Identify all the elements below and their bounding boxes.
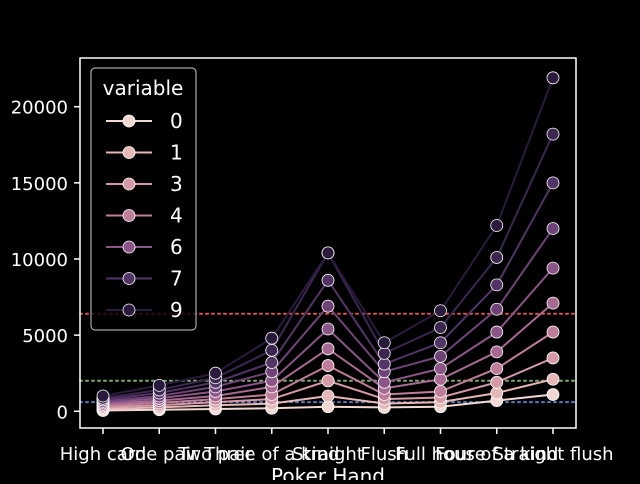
y-tick-label: 10000 — [11, 250, 68, 271]
legend-marker — [122, 177, 136, 191]
legend-label: 4 — [170, 204, 183, 228]
x-tick-label: Two pair — [177, 444, 253, 465]
data-point-s7-5 — [377, 357, 391, 371]
data-point-s1-7 — [490, 386, 504, 400]
data-point-s9-6 — [434, 304, 447, 318]
data-point-s7-8 — [546, 176, 560, 190]
legend-marker — [122, 240, 136, 254]
data-point-s1-8 — [546, 372, 560, 386]
data-point-s9-0 — [96, 389, 110, 403]
data-point-s2-8 — [546, 351, 560, 365]
data-point-s5-4 — [321, 322, 335, 336]
data-point-s3-4 — [321, 359, 335, 372]
data-point-s5-7 — [490, 325, 504, 339]
legend-marker — [122, 209, 136, 222]
legend-label: 3 — [170, 172, 183, 196]
legend-label: 6 — [170, 235, 183, 259]
x-tick-label: High card — [60, 444, 147, 465]
data-point-s8-8 — [546, 127, 560, 141]
data-point-s2-7 — [490, 375, 504, 389]
legend-label: 9 — [170, 298, 183, 322]
legend-marker — [122, 303, 136, 317]
data-point-s3-7 — [490, 362, 504, 376]
data-point-s4-7 — [490, 345, 504, 359]
data-point-s6-8 — [546, 222, 560, 235]
legend-marker — [122, 114, 136, 128]
data-point-s3-6 — [434, 385, 447, 398]
data-point-s0-4 — [321, 400, 335, 414]
y-axis: 0 5000 10000 15000 20000 — [11, 98, 80, 423]
x-tick-label: Full house — [395, 444, 486, 465]
data-point-s7-4 — [321, 273, 335, 287]
x-tick-label: Three of a kind — [203, 444, 339, 465]
data-point-s5-8 — [546, 261, 560, 275]
data-point-s8-6 — [434, 321, 447, 334]
data-point-s1-4 — [321, 389, 335, 403]
x-tick-label: One pair — [121, 444, 199, 465]
legend-marker — [122, 272, 136, 285]
data-point-s4-4 — [321, 342, 335, 356]
y-tick-label: 5000 — [22, 326, 68, 347]
data-point-s9-7 — [490, 219, 504, 232]
data-point-s8-3 — [265, 343, 279, 357]
y-tick-label: 15000 — [11, 174, 68, 195]
data-point-s9-2 — [209, 366, 222, 380]
legend-title: variable — [103, 76, 184, 100]
data-point-s6-6 — [434, 350, 447, 363]
data-point-s2-4 — [321, 374, 335, 388]
data-point-s4-8 — [546, 296, 560, 310]
data-point-s3-8 — [546, 325, 560, 339]
data-point-s9-8 — [546, 71, 560, 85]
data-point-s5-5 — [377, 375, 391, 389]
data-point-s0-8 — [546, 388, 560, 401]
x-tick-label: Four of a kind — [435, 444, 558, 465]
legend-marker — [122, 146, 136, 159]
x-tick-label: Flush — [360, 444, 408, 465]
data-point-s9-5 — [377, 336, 391, 350]
y-tick-label: 20000 — [11, 98, 68, 119]
data-point-s7-3 — [265, 356, 279, 369]
data-point-s6-4 — [321, 299, 335, 313]
series-points — [96, 71, 560, 417]
legend-label: 0 — [170, 109, 183, 133]
legend: variable 0 1 3 4 6 7 9 — [90, 67, 197, 331]
x-axis-label: Poker Hand — [271, 464, 385, 480]
data-point-s8-7 — [490, 251, 504, 264]
data-point-s6-7 — [490, 302, 504, 316]
data-point-s7-7 — [490, 278, 504, 292]
data-point-s8-5 — [377, 346, 391, 360]
data-point-s9-1 — [152, 378, 166, 392]
data-point-s9-3 — [265, 331, 279, 345]
legend-label: 7 — [170, 267, 183, 291]
data-point-s5-6 — [434, 362, 447, 376]
data-point-s9-4 — [321, 246, 335, 260]
y-tick-label: 0 — [57, 402, 68, 423]
legend-label: 1 — [170, 141, 183, 165]
data-point-s4-6 — [434, 372, 447, 386]
x-tick-label: Straight flush — [492, 444, 613, 465]
legend-box — [90, 67, 197, 331]
data-point-s7-6 — [434, 336, 447, 350]
x-tick-label: Straight — [292, 444, 364, 465]
